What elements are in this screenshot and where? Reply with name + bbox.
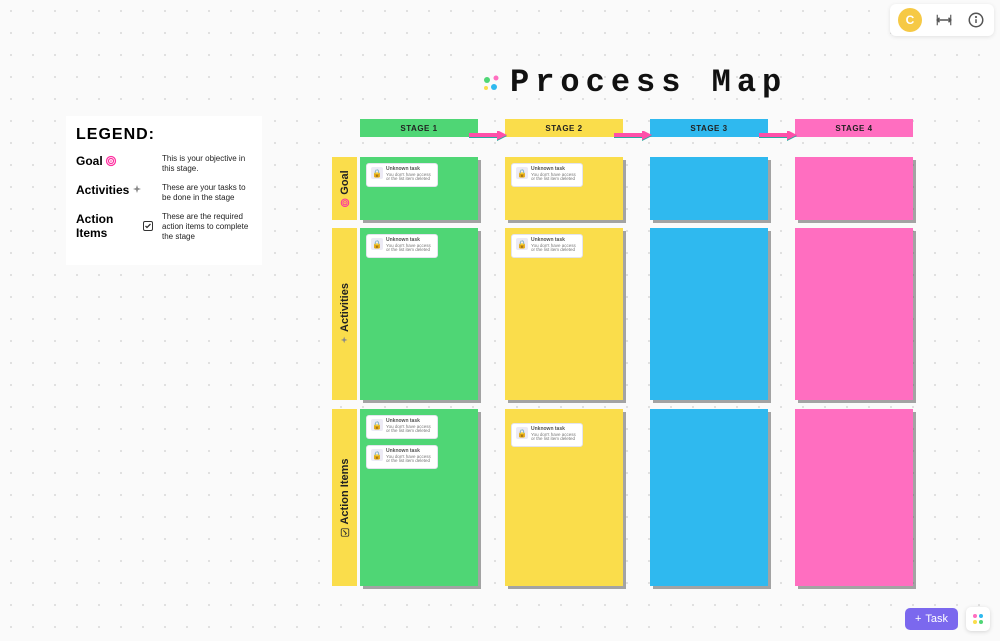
grid-cell[interactable]: 🔒Unknown taskYou don't have access or th… (360, 157, 478, 220)
task-card[interactable]: 🔒Unknown taskYou don't have access or th… (511, 234, 583, 258)
task-card[interactable]: 🔒Unknown taskYou don't have access or th… (511, 163, 583, 187)
legend-desc: This is your objective in this stage. (162, 154, 252, 175)
lock-icon: 🔒 (371, 449, 383, 461)
legend-row: Goal This is your objective in this stage… (76, 154, 252, 175)
legend-key: Goal (76, 154, 154, 168)
stage-header: STAGE 4 (795, 119, 913, 137)
page-title-text: Process Map (510, 64, 787, 101)
add-task-label: Task (925, 613, 948, 625)
task-card-body: You don't have access or the list item d… (531, 433, 578, 443)
lock-icon: 🔒 (516, 167, 528, 179)
add-task-button[interactable]: + Task (905, 608, 958, 630)
plus-icon: + (915, 613, 921, 625)
task-card[interactable]: 🔒Unknown taskYou don't have access or th… (366, 445, 438, 469)
task-card[interactable]: 🔒Unknown taskYou don't have access or th… (366, 415, 438, 439)
stage-arrow-icon (614, 128, 652, 136)
grid-cell[interactable]: 🔒Unknown taskYou don't have access or th… (360, 228, 478, 400)
gears-icon (480, 71, 504, 95)
row-label-goal: Goal (332, 157, 357, 220)
legend-desc: These are your tasks to be done in the s… (162, 183, 252, 204)
grid-cell[interactable] (795, 157, 913, 220)
stage-arrow-icon (469, 128, 507, 136)
legend-card: LEGEND: Goal This is your objective in th… (66, 116, 262, 265)
lock-icon: 🔒 (371, 167, 383, 179)
bottom-toolbar: + Task (905, 607, 990, 631)
grid-cell[interactable] (650, 409, 768, 586)
stage-header: STAGE 2 (505, 119, 623, 137)
stage-header: STAGE 3 (650, 119, 768, 137)
apps-button[interactable] (966, 607, 990, 631)
grid-cell[interactable] (650, 157, 768, 220)
task-card[interactable]: 🔒Unknown taskYou don't have access or th… (366, 163, 438, 187)
stage-arrow-icon (759, 128, 797, 136)
task-card-body: You don't have access or the list item d… (386, 425, 433, 435)
lock-icon: 🔒 (371, 238, 383, 250)
lock-icon: 🔒 (516, 238, 528, 250)
row-label-action-items: Action Items (332, 409, 357, 586)
grid-cell[interactable] (650, 228, 768, 400)
lock-icon: 🔒 (371, 419, 383, 431)
legend-desc: These are the required action items to c… (162, 212, 252, 243)
top-toolbar: C (890, 4, 994, 36)
grid-cell[interactable]: 🔒Unknown taskYou don't have access or th… (360, 409, 478, 586)
info-icon[interactable] (966, 10, 986, 30)
legend-key: Action Items (76, 212, 154, 240)
grid-cell[interactable]: 🔒Unknown taskYou don't have access or th… (505, 228, 623, 400)
grid-cell[interactable] (795, 228, 913, 400)
grid-cell[interactable] (795, 409, 913, 586)
task-card-body: You don't have access or the list item d… (386, 173, 433, 183)
legend-key: Activities (76, 183, 154, 197)
fit-width-icon[interactable] (934, 10, 954, 30)
avatar[interactable]: C (898, 8, 922, 32)
stage-header: STAGE 1 (360, 119, 478, 137)
grid-cell[interactable]: 🔒Unknown taskYou don't have access or th… (505, 157, 623, 220)
task-card-body: You don't have access or the list item d… (531, 244, 578, 254)
page-title: Process Map (480, 64, 940, 101)
legend-row: Action Items These are the required actio… (76, 212, 252, 243)
task-card-body: You don't have access or the list item d… (386, 244, 433, 254)
grid-cell[interactable]: 🔒Unknown taskYou don't have access or th… (505, 409, 623, 586)
task-card-body: You don't have access or the list item d… (386, 455, 433, 465)
row-label-activities: Activities (332, 228, 357, 400)
task-card[interactable]: 🔒Unknown taskYou don't have access or th… (366, 234, 438, 258)
lock-icon: 🔒 (516, 427, 528, 439)
task-card[interactable]: 🔒Unknown taskYou don't have access or th… (511, 423, 583, 447)
legend-row: Activities These are your tasks to be don… (76, 183, 252, 204)
legend-title: LEGEND: (76, 126, 252, 144)
task-card-body: You don't have access or the list item d… (531, 173, 578, 183)
